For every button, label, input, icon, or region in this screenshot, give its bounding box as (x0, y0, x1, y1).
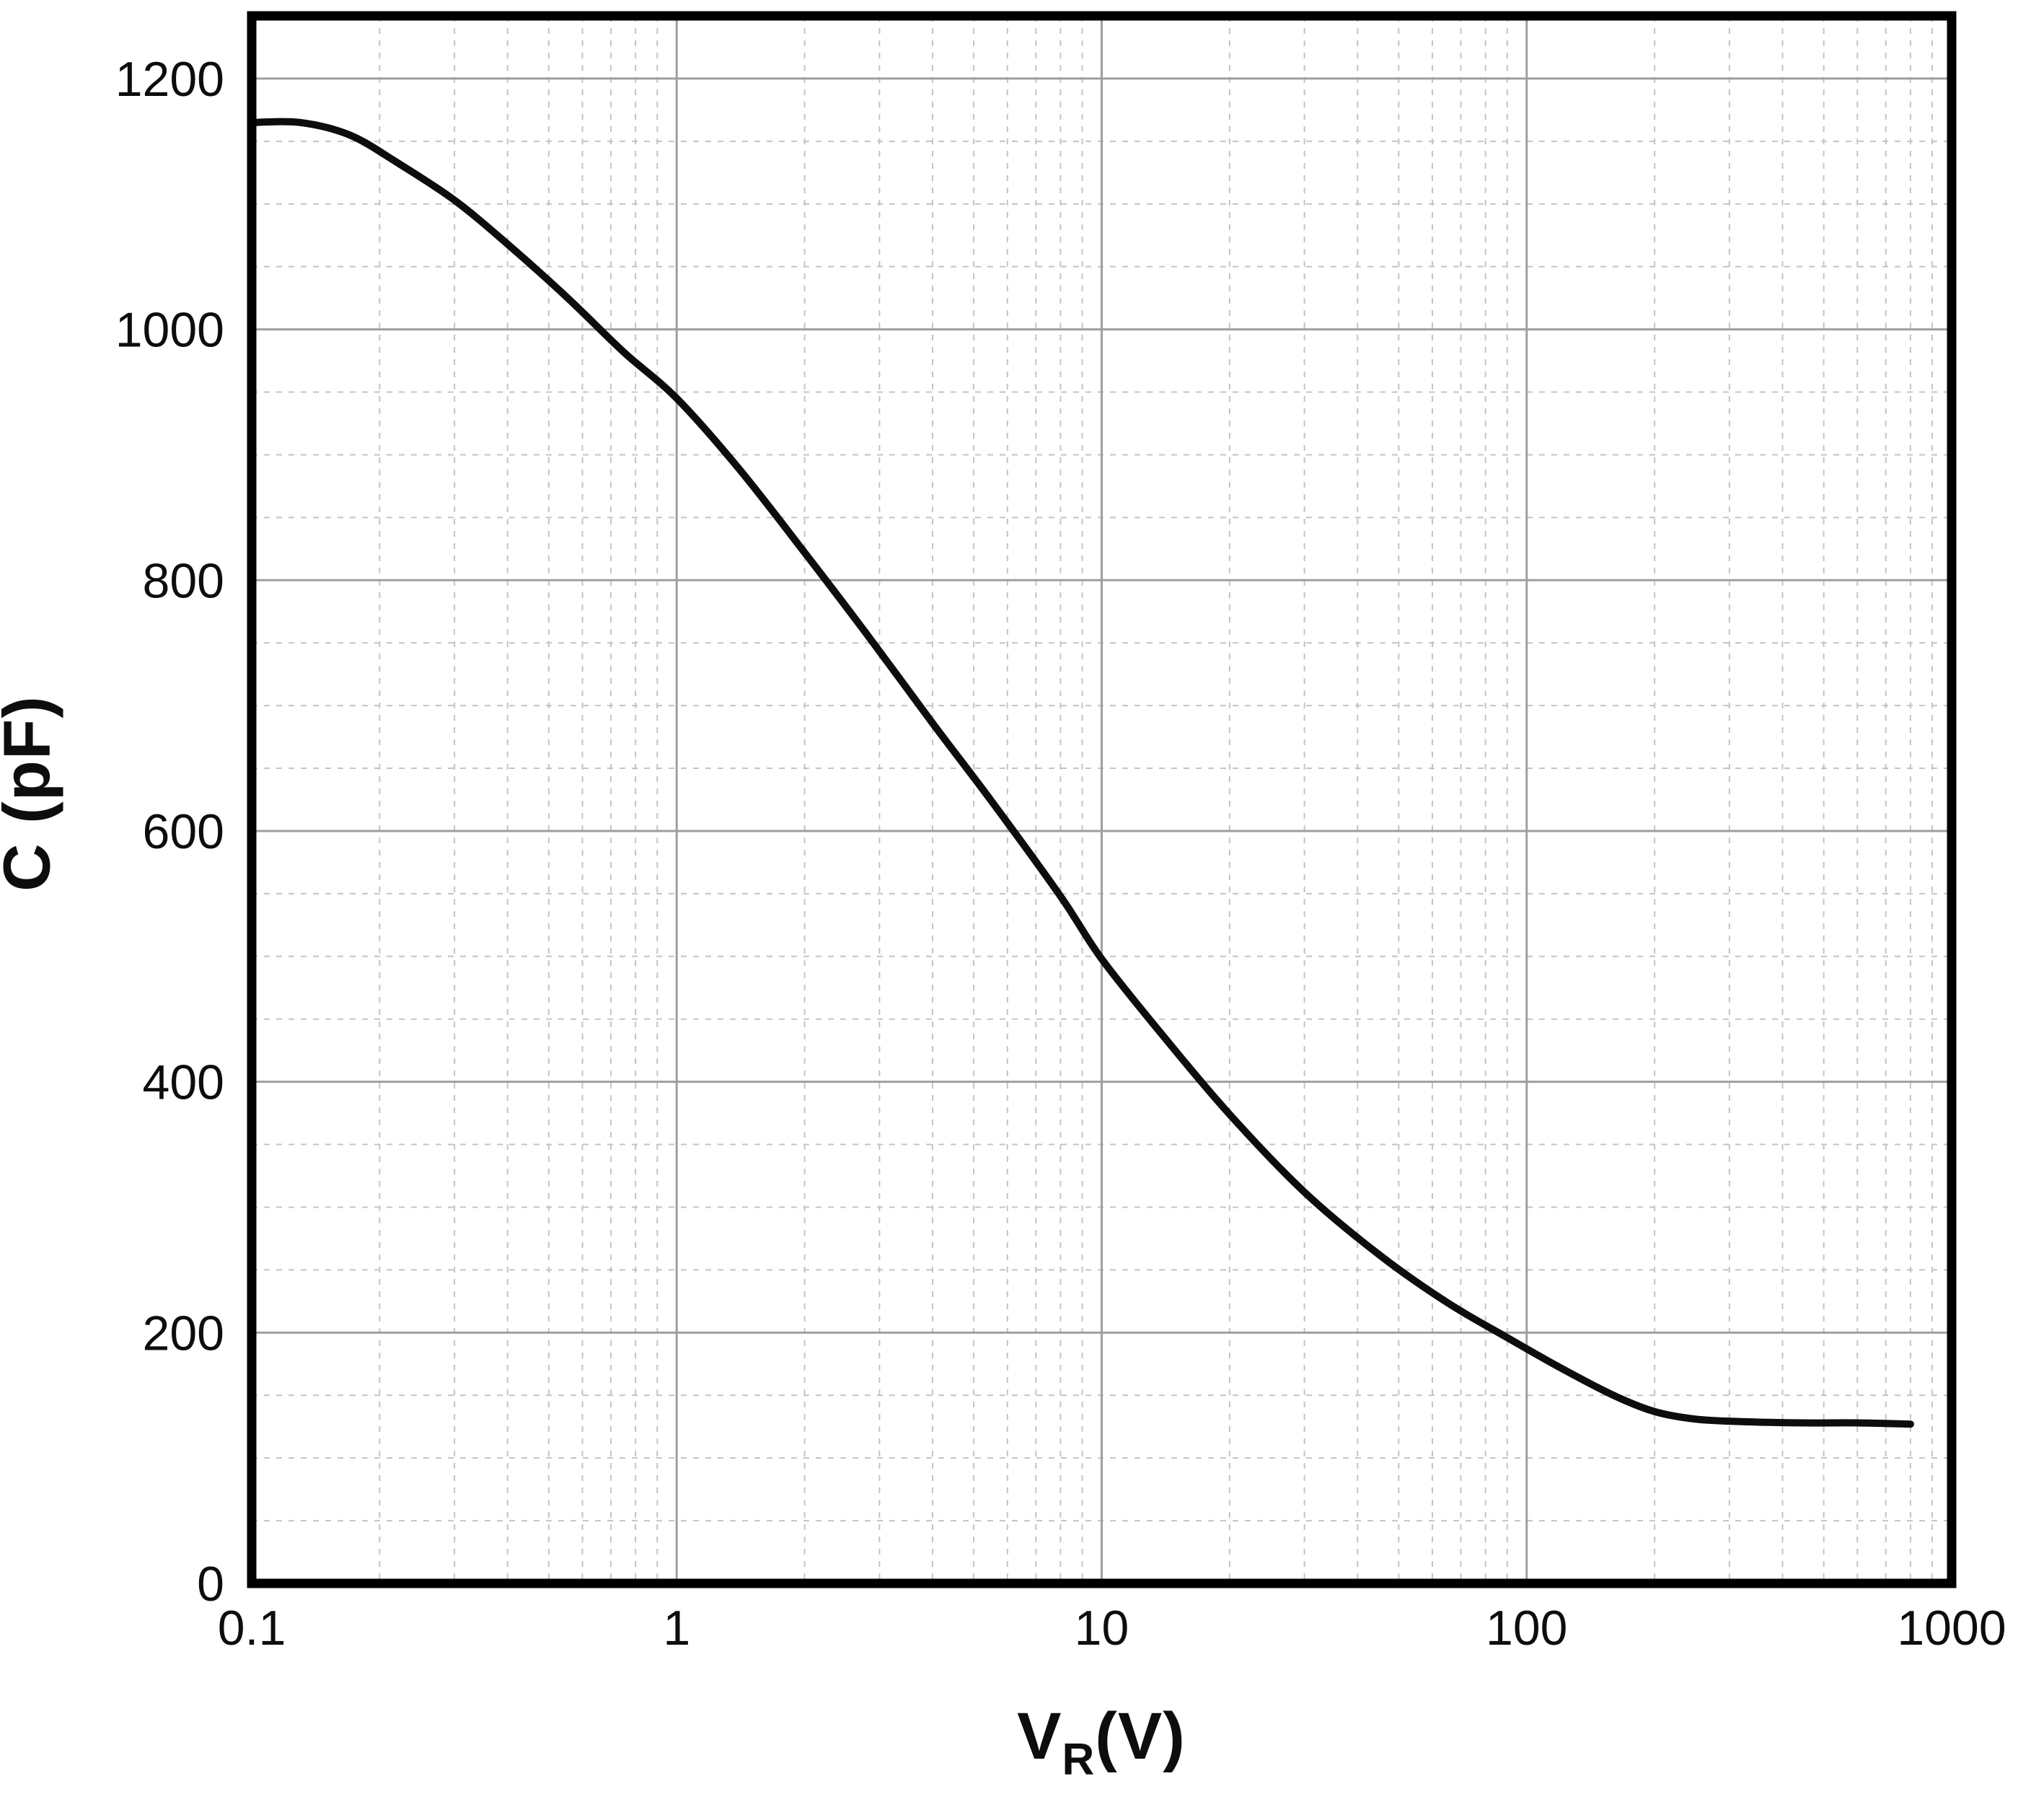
y-axis-title: C (pF) (0, 695, 66, 892)
y-tick-label: 800 (143, 553, 224, 608)
y-tick-label: 600 (143, 804, 224, 859)
x-tick-labels: 0.1 1 10 100 1000 (218, 1601, 2006, 1656)
capacitance-curve (248, 118, 1914, 1428)
plot-border (247, 11, 1957, 1588)
y-tick-label: 400 (143, 1055, 224, 1110)
y-tick-label: 1000 (115, 303, 224, 358)
x-axis-title-main: V (1017, 1700, 1062, 1773)
y-axis-title-text: C (pF) (0, 695, 64, 892)
x-axis-title-rest: (V) (1095, 1700, 1186, 1773)
y-tick-label: 200 (143, 1306, 224, 1360)
x-tick-label: 100 (1486, 1601, 1567, 1656)
y-tick-label: 1200 (115, 52, 224, 107)
x-tick-label: 1000 (1897, 1601, 2006, 1656)
y-tick-label: 0 (197, 1557, 224, 1612)
x-axis-title-sub: R (1062, 1735, 1096, 1785)
y-tick-labels: 0 200 400 600 800 1000 1200 (115, 52, 224, 1612)
x-tick-label: 10 (1075, 1601, 1129, 1656)
x-tick-label: 0.1 (218, 1601, 286, 1656)
x-axis-title: VR(V) (1017, 1699, 1186, 1785)
grid-major (252, 16, 1952, 1583)
x-tick-label: 1 (663, 1601, 690, 1656)
